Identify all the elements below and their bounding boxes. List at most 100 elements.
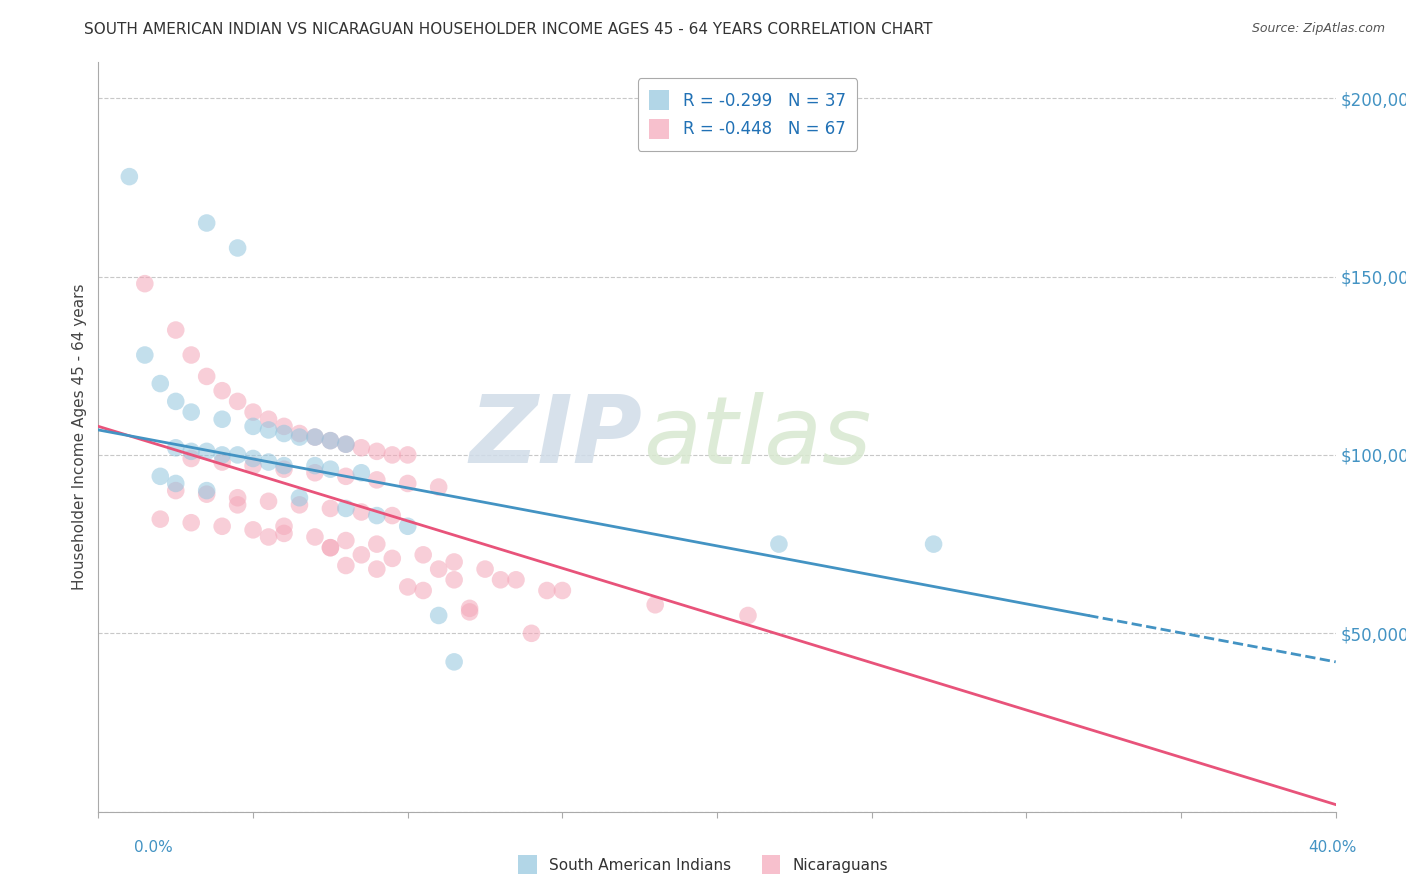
Point	[211, 448, 233, 462]
Point	[288, 491, 311, 505]
Point	[195, 216, 218, 230]
Point	[211, 412, 233, 426]
Point	[273, 519, 295, 533]
Point	[211, 519, 233, 533]
Point	[319, 501, 342, 516]
Point	[381, 551, 404, 566]
Point	[644, 598, 666, 612]
Point	[427, 562, 450, 576]
Point	[737, 608, 759, 623]
Point	[335, 533, 357, 548]
Point	[304, 430, 326, 444]
Point	[118, 169, 141, 184]
Point	[180, 444, 202, 458]
Point	[366, 444, 388, 458]
Point	[335, 501, 357, 516]
Point	[195, 483, 218, 498]
Point	[134, 277, 156, 291]
Point	[381, 508, 404, 523]
Point	[396, 448, 419, 462]
Point	[366, 537, 388, 551]
Point	[242, 523, 264, 537]
Text: ZIP: ZIP	[470, 391, 643, 483]
Point	[165, 483, 187, 498]
Point	[335, 469, 357, 483]
Point	[273, 458, 295, 473]
Point	[195, 369, 218, 384]
Point	[195, 444, 218, 458]
Point	[443, 555, 465, 569]
Point	[350, 505, 373, 519]
Text: SOUTH AMERICAN INDIAN VS NICARAGUAN HOUSEHOLDER INCOME AGES 45 - 64 YEARS CORREL: SOUTH AMERICAN INDIAN VS NICARAGUAN HOUS…	[84, 22, 932, 37]
Point	[335, 437, 357, 451]
Point	[520, 626, 543, 640]
Point	[273, 462, 295, 476]
Point	[226, 498, 249, 512]
Point	[304, 466, 326, 480]
Point	[165, 476, 187, 491]
Point	[180, 516, 202, 530]
Point	[242, 419, 264, 434]
Point	[165, 323, 187, 337]
Point	[288, 426, 311, 441]
Point	[134, 348, 156, 362]
Point	[149, 469, 172, 483]
Point	[366, 508, 388, 523]
Legend: R = -0.299   N = 37, R = -0.448   N = 67: R = -0.299 N = 37, R = -0.448 N = 67	[637, 78, 858, 151]
Point	[273, 526, 295, 541]
Legend: South American Indians, Nicaraguans: South American Indians, Nicaraguans	[512, 849, 894, 880]
Point	[165, 441, 187, 455]
Point	[304, 458, 326, 473]
Point	[458, 605, 481, 619]
Point	[922, 537, 945, 551]
Point	[242, 458, 264, 473]
Point	[180, 451, 202, 466]
Point	[427, 480, 450, 494]
Point	[257, 455, 280, 469]
Point	[211, 455, 233, 469]
Point	[412, 548, 434, 562]
Point	[350, 548, 373, 562]
Point	[165, 394, 187, 409]
Point	[768, 537, 790, 551]
Text: Source: ZipAtlas.com: Source: ZipAtlas.com	[1251, 22, 1385, 36]
Point	[180, 405, 202, 419]
Point	[489, 573, 512, 587]
Point	[180, 348, 202, 362]
Point	[319, 541, 342, 555]
Point	[396, 476, 419, 491]
Y-axis label: Householder Income Ages 45 - 64 years: Householder Income Ages 45 - 64 years	[72, 284, 87, 591]
Point	[381, 448, 404, 462]
Point	[396, 580, 419, 594]
Point	[443, 573, 465, 587]
Point	[443, 655, 465, 669]
Point	[335, 437, 357, 451]
Point	[195, 487, 218, 501]
Point	[366, 473, 388, 487]
Point	[273, 419, 295, 434]
Point	[149, 376, 172, 391]
Point	[257, 530, 280, 544]
Point	[366, 562, 388, 576]
Point	[226, 394, 249, 409]
Point	[242, 451, 264, 466]
Point	[149, 512, 172, 526]
Point	[242, 405, 264, 419]
Point	[226, 448, 249, 462]
Point	[319, 434, 342, 448]
Point	[288, 498, 311, 512]
Point	[427, 608, 450, 623]
Point	[226, 491, 249, 505]
Point	[335, 558, 357, 573]
Text: 0.0%: 0.0%	[134, 840, 173, 855]
Point	[350, 466, 373, 480]
Point	[257, 423, 280, 437]
Point	[257, 494, 280, 508]
Point	[226, 241, 249, 255]
Point	[273, 426, 295, 441]
Text: 40.0%: 40.0%	[1309, 840, 1357, 855]
Point	[551, 583, 574, 598]
Point	[288, 430, 311, 444]
Point	[319, 462, 342, 476]
Point	[319, 434, 342, 448]
